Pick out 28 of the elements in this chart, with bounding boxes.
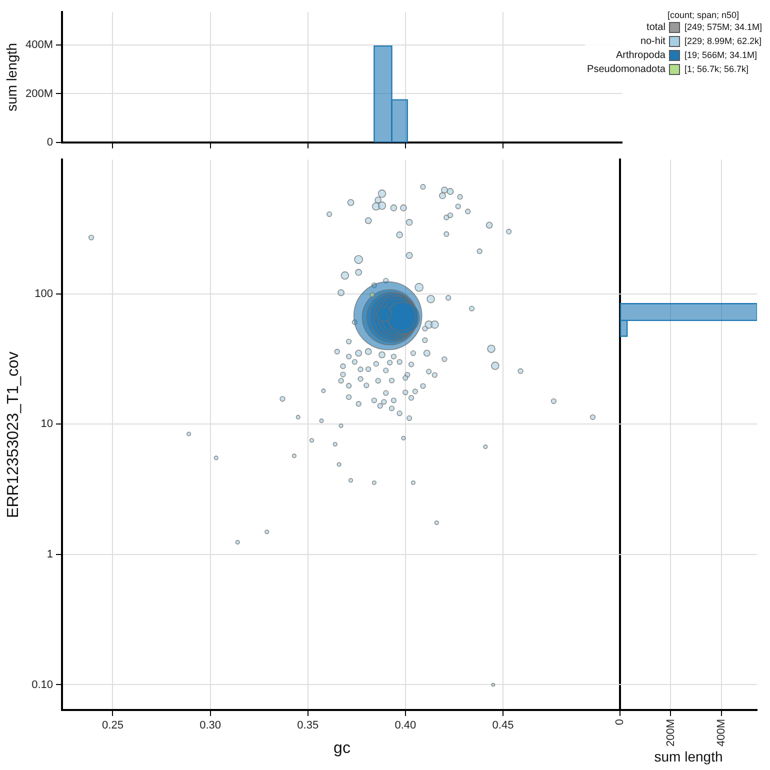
y-axis-title: ERR12353023_T1_cov: [5, 352, 22, 518]
text: [229; 8.99M; 62.2k]: [684, 36, 762, 46]
x-tick-label: 200M: [664, 719, 677, 747]
x-tick-label: 0: [614, 719, 626, 726]
x-tick-label: 0.45: [492, 720, 514, 732]
x-tick-label: 0.35: [297, 720, 319, 732]
x-axis-title: gc: [334, 740, 350, 757]
legend-title: [count; span; n50]: [666, 10, 740, 20]
y-tick-label: 1: [46, 548, 53, 560]
text: [19; 566M; 34.1M]: [684, 50, 757, 60]
y-axis-title: sum length: [3, 42, 20, 112]
y-tick-label: 10: [40, 418, 53, 430]
x-tick-label: 0.30: [200, 720, 222, 732]
y-tick-label: 400M: [25, 39, 53, 52]
y-tick-label: 100: [34, 288, 53, 300]
text: [1; 56.7k; 56.7k]: [684, 64, 748, 74]
x-tick-label: 0.40: [394, 720, 416, 732]
x-tick-label: 0.25: [102, 720, 124, 732]
legend-label: no-hit: [639, 36, 666, 46]
legend-label: Arthropoda: [614, 50, 666, 60]
legend-label: Pseudomonadota: [586, 64, 666, 74]
legend-label: total: [646, 22, 666, 32]
y-tick-label: 200M: [25, 88, 53, 100]
y-tick-label: 0: [46, 136, 53, 148]
text: [249; 575M; 34.1M]: [684, 22, 762, 32]
x-tick-label: 400M: [716, 719, 728, 747]
x-axis-title: sum length: [654, 748, 723, 764]
y-tick-label: 0.10: [32, 678, 53, 691]
